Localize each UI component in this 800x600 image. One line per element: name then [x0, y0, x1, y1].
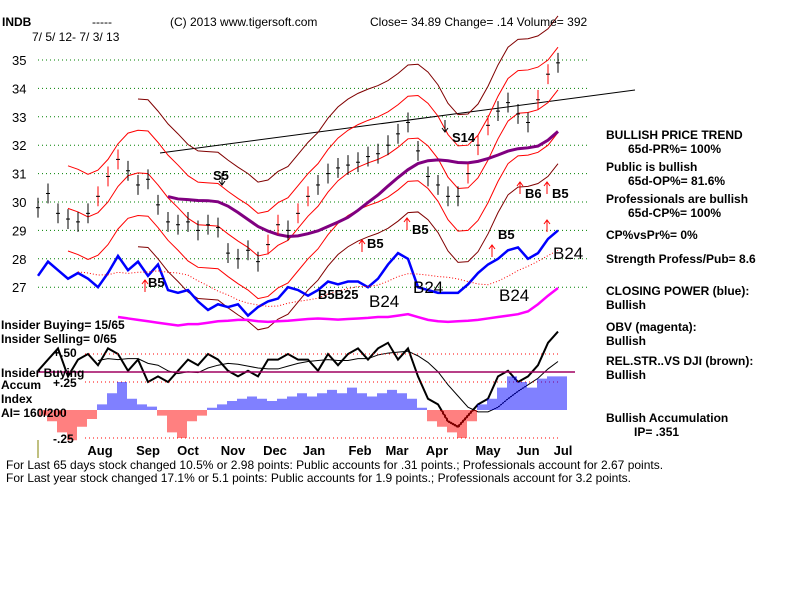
trend-line	[159, 89, 636, 154]
price-tick-label: 35	[12, 53, 26, 68]
arrow-head-icon	[543, 219, 551, 225]
month-label: Mar	[385, 443, 408, 458]
public-status: Public is bullish	[606, 160, 698, 174]
professionals-status: Professionals are bullish	[606, 192, 749, 206]
month-label: Feb	[348, 443, 371, 458]
cp-vs-pr: CP%vsPr%= 0%	[606, 228, 698, 242]
copyright: (C) 2013 www.tigersoft.com	[170, 15, 318, 29]
closing-power-line	[36, 229, 559, 318]
pr-value: 65d-PR%= 100%	[628, 142, 722, 156]
strength-ratio: Strength Profess/Pub= 8.6	[606, 252, 756, 266]
price-tick-label: 30	[12, 195, 26, 210]
price-bars	[36, 52, 560, 272]
arrow-head-icon	[441, 127, 449, 133]
moving-average-65	[167, 130, 559, 239]
ip-value: IP= .351	[634, 425, 680, 439]
price-tick-label: 27	[12, 280, 26, 295]
price-tick-label: 28	[12, 252, 26, 267]
signal-b5b25: B5B25	[318, 287, 359, 302]
footer-year-summary: For Last year stock changed 17.1% or 5.1…	[6, 471, 632, 485]
month-label: Nov	[221, 443, 246, 458]
op-value: 65d-OP%= 81.6%	[628, 174, 726, 188]
month-label: Dec	[263, 443, 287, 458]
month-label: Sep	[136, 443, 160, 458]
header-dashes: -----	[92, 15, 112, 29]
arrow-head-icon	[403, 217, 411, 223]
arrow-head-icon	[543, 181, 551, 187]
outer-upper-band	[137, 15, 559, 183]
arrow-head-icon	[141, 279, 149, 285]
signal-b5: B5	[367, 236, 384, 251]
price-tick-label: 34	[12, 81, 26, 96]
indicator-lines	[36, 229, 559, 429]
month-label: Aug	[87, 443, 112, 458]
relstr-value: Bullish	[606, 368, 647, 382]
accum-label: Bullish Accumulation	[606, 411, 729, 425]
accum-histogram	[37, 376, 567, 441]
trend-title: BULLISH PRICE TREND	[606, 128, 743, 142]
arrow-head-icon	[488, 244, 496, 250]
signal-s14: S14	[452, 130, 476, 145]
price-tick-label: 33	[12, 110, 26, 125]
date-range: 7/ 5/ 12- 7/ 3/ 13	[32, 30, 120, 44]
footer-65-day-summary: For Last 65 days stock changed 10.5% or …	[6, 458, 664, 472]
price-tick-label: 29	[12, 223, 26, 238]
signal-b5: B5	[552, 186, 569, 201]
insider-selling: Insider Selling= 0/65	[1, 332, 117, 346]
signal-b24: B24	[499, 286, 530, 305]
signal-b24: B24	[369, 292, 400, 311]
tick-plus-50: +.50	[53, 346, 77, 360]
month-label: May	[475, 443, 501, 458]
signal-b5: B5	[412, 222, 429, 237]
obv-label: OBV (magenta):	[606, 320, 697, 334]
price-gridlines	[38, 59, 590, 288]
cp-value: 65d-CP%= 100%	[628, 206, 722, 220]
month-label: Jun	[516, 443, 539, 458]
obv-line	[117, 287, 559, 327]
obv-value: Bullish	[606, 334, 647, 348]
signal-b24: B24	[413, 278, 444, 297]
arrow-head-icon	[218, 180, 226, 186]
signal-b5: B5	[498, 227, 515, 242]
tick-plus-25: +.25	[53, 376, 77, 390]
tick-minus-25: -.25	[53, 432, 74, 446]
signal-b6: B6	[525, 186, 542, 201]
signal-b24: B24	[553, 244, 584, 263]
month-label: Jul	[554, 443, 573, 458]
price-axis-labels: 35 34 33 32 31 30 29 28 27	[12, 53, 26, 295]
insider-buying-label: Insider Buying	[1, 366, 85, 380]
arrow-head-icon	[516, 181, 524, 187]
insider-buying: Insider Buying= 15/65	[1, 318, 125, 332]
index-label: Index	[1, 392, 33, 406]
signal-b5: B5	[148, 275, 165, 290]
price-tick-label: 31	[12, 167, 26, 182]
signal-s5: S5	[213, 168, 229, 183]
moving-average-21	[67, 89, 559, 257]
accum-label-left: Accum	[1, 378, 42, 392]
lower-band	[67, 132, 559, 300]
relstr-label: REL.STR..VS DJI (brown):	[606, 354, 754, 368]
arrow-head-icon	[358, 239, 366, 245]
closing-power-value: Bullish	[606, 298, 647, 312]
closing-power-label: CLOSING POWER (blue):	[606, 284, 750, 298]
upper-band	[67, 46, 559, 214]
outer-lower-band	[137, 163, 559, 331]
ticker: INDB	[2, 15, 32, 29]
price-tick-label: 32	[12, 138, 26, 153]
month-label: Apr	[426, 443, 448, 458]
month-label: Jan	[303, 443, 325, 458]
signal-arrows	[141, 120, 551, 292]
rel-strength-line	[37, 330, 559, 429]
ai-value: AI= 160/200	[1, 406, 67, 420]
bollinger-bands	[67, 15, 559, 331]
month-axis-labels: Aug Sep Oct Nov Dec Jan Feb Mar Apr May Jun Jul	[87, 443, 572, 458]
quote-summary: Close= 34.89 Change= .14 Volume= 392	[370, 15, 588, 29]
month-label: Oct	[177, 443, 199, 458]
